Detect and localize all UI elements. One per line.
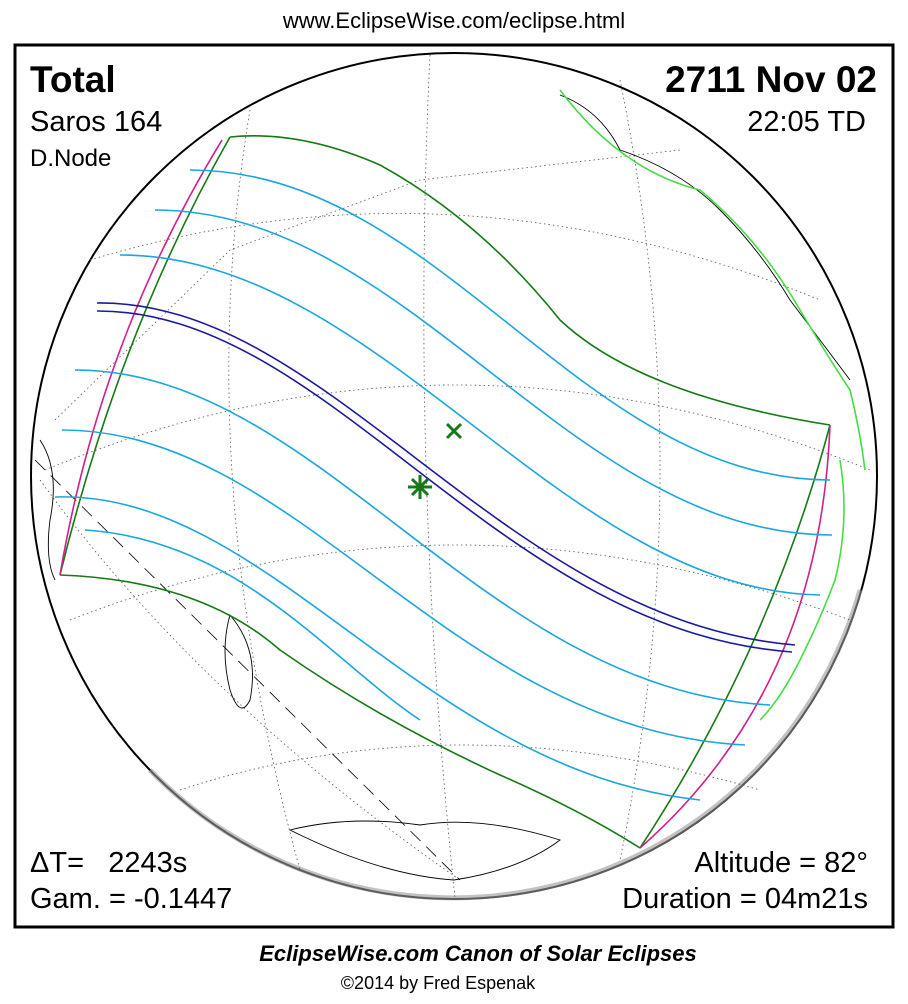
saros: Saros 164 bbox=[30, 106, 162, 138]
gamma: Gam. = -0.1447 bbox=[30, 883, 232, 915]
altitude: Altitude = 82° bbox=[694, 847, 868, 879]
copyright: ©2014 by Fred Espenak bbox=[341, 973, 536, 993]
delta-t: ΔT= 2243s bbox=[30, 847, 187, 879]
footer-title: EclipseWise.com Canon of Solar Eclipses bbox=[259, 941, 697, 966]
duration: Duration = 04m21s bbox=[622, 883, 868, 915]
node: D.Node bbox=[30, 145, 111, 172]
eclipse-type: Total bbox=[30, 59, 116, 100]
time: 22:05 TD bbox=[747, 106, 866, 138]
eclipse-date: 2711 Nov 02 bbox=[665, 59, 877, 100]
globe bbox=[30, 52, 878, 901]
url: www.EclipseWise.com/eclipse.html bbox=[282, 8, 625, 33]
